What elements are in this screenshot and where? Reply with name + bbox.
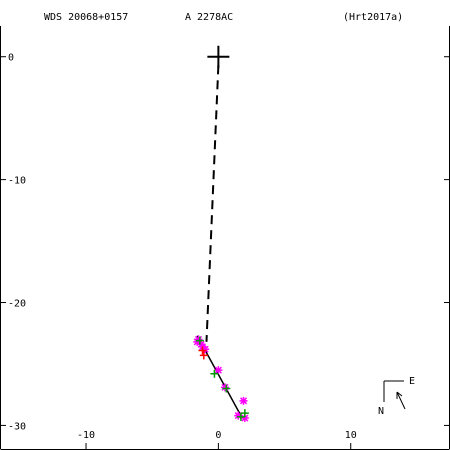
- header-right: (Hrt2017a): [343, 12, 403, 23]
- header-center: A 2278AC: [185, 12, 233, 23]
- observation-plus: [210, 369, 219, 378]
- y-tick-label: -10: [8, 176, 26, 187]
- y-tick-label: -30: [8, 421, 26, 432]
- observation-asterisk: [239, 396, 248, 405]
- observation-asterisk: [214, 366, 223, 375]
- header-left: WDS 20068+0157: [44, 12, 128, 23]
- observation-plus: [222, 384, 231, 393]
- observation-plus: [199, 351, 208, 360]
- observation-asterisk: [240, 414, 249, 423]
- data-marks: [193, 45, 249, 423]
- x-tick-label: 0: [215, 430, 221, 441]
- primary-star-marker: [207, 45, 230, 68]
- observation-asterisk: [221, 383, 229, 392]
- axis-ticks: 0 -10 -20 -30 -10 0 10: [1, 53, 449, 449]
- node-line-dashed: [205, 65, 220, 342]
- x-tick-label: 10: [345, 430, 357, 441]
- compass-arrow-icon: [396, 391, 406, 410]
- observation-asterisk: [197, 340, 206, 349]
- observation-asterisk: [194, 335, 203, 344]
- compass-axes: [383, 380, 404, 402]
- observation-asterisk: [193, 337, 202, 346]
- observation-plus: [195, 336, 204, 345]
- compass-east-label: E: [409, 376, 415, 387]
- observation-asterisk: [201, 345, 210, 354]
- observation-plus: [240, 409, 249, 418]
- observation-plus: [236, 412, 245, 421]
- observation-plus: [198, 346, 207, 355]
- y-tick-label: -20: [8, 299, 26, 310]
- x-tick-label: -10: [77, 430, 95, 441]
- compass: NE: [378, 376, 415, 417]
- y-tick-label: 0: [8, 53, 14, 64]
- compass-north-label: N: [378, 406, 384, 417]
- observation-asterisk: [234, 411, 243, 420]
